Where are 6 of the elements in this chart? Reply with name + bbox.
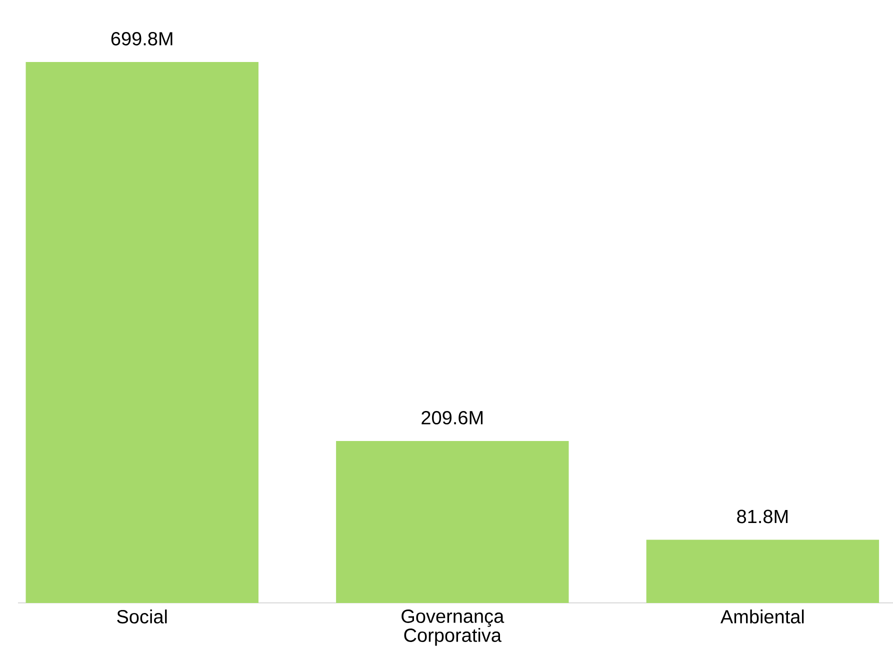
data-label: 209.6M — [422, 410, 483, 424]
data-label: 81.8M — [737, 510, 788, 524]
x-tick-label: Governança Corporativa — [402, 610, 504, 646]
x-tick-label: Social — [117, 610, 167, 624]
x-tick-label: Ambiental — [720, 610, 804, 624]
data-label: 699.8M — [111, 32, 172, 46]
